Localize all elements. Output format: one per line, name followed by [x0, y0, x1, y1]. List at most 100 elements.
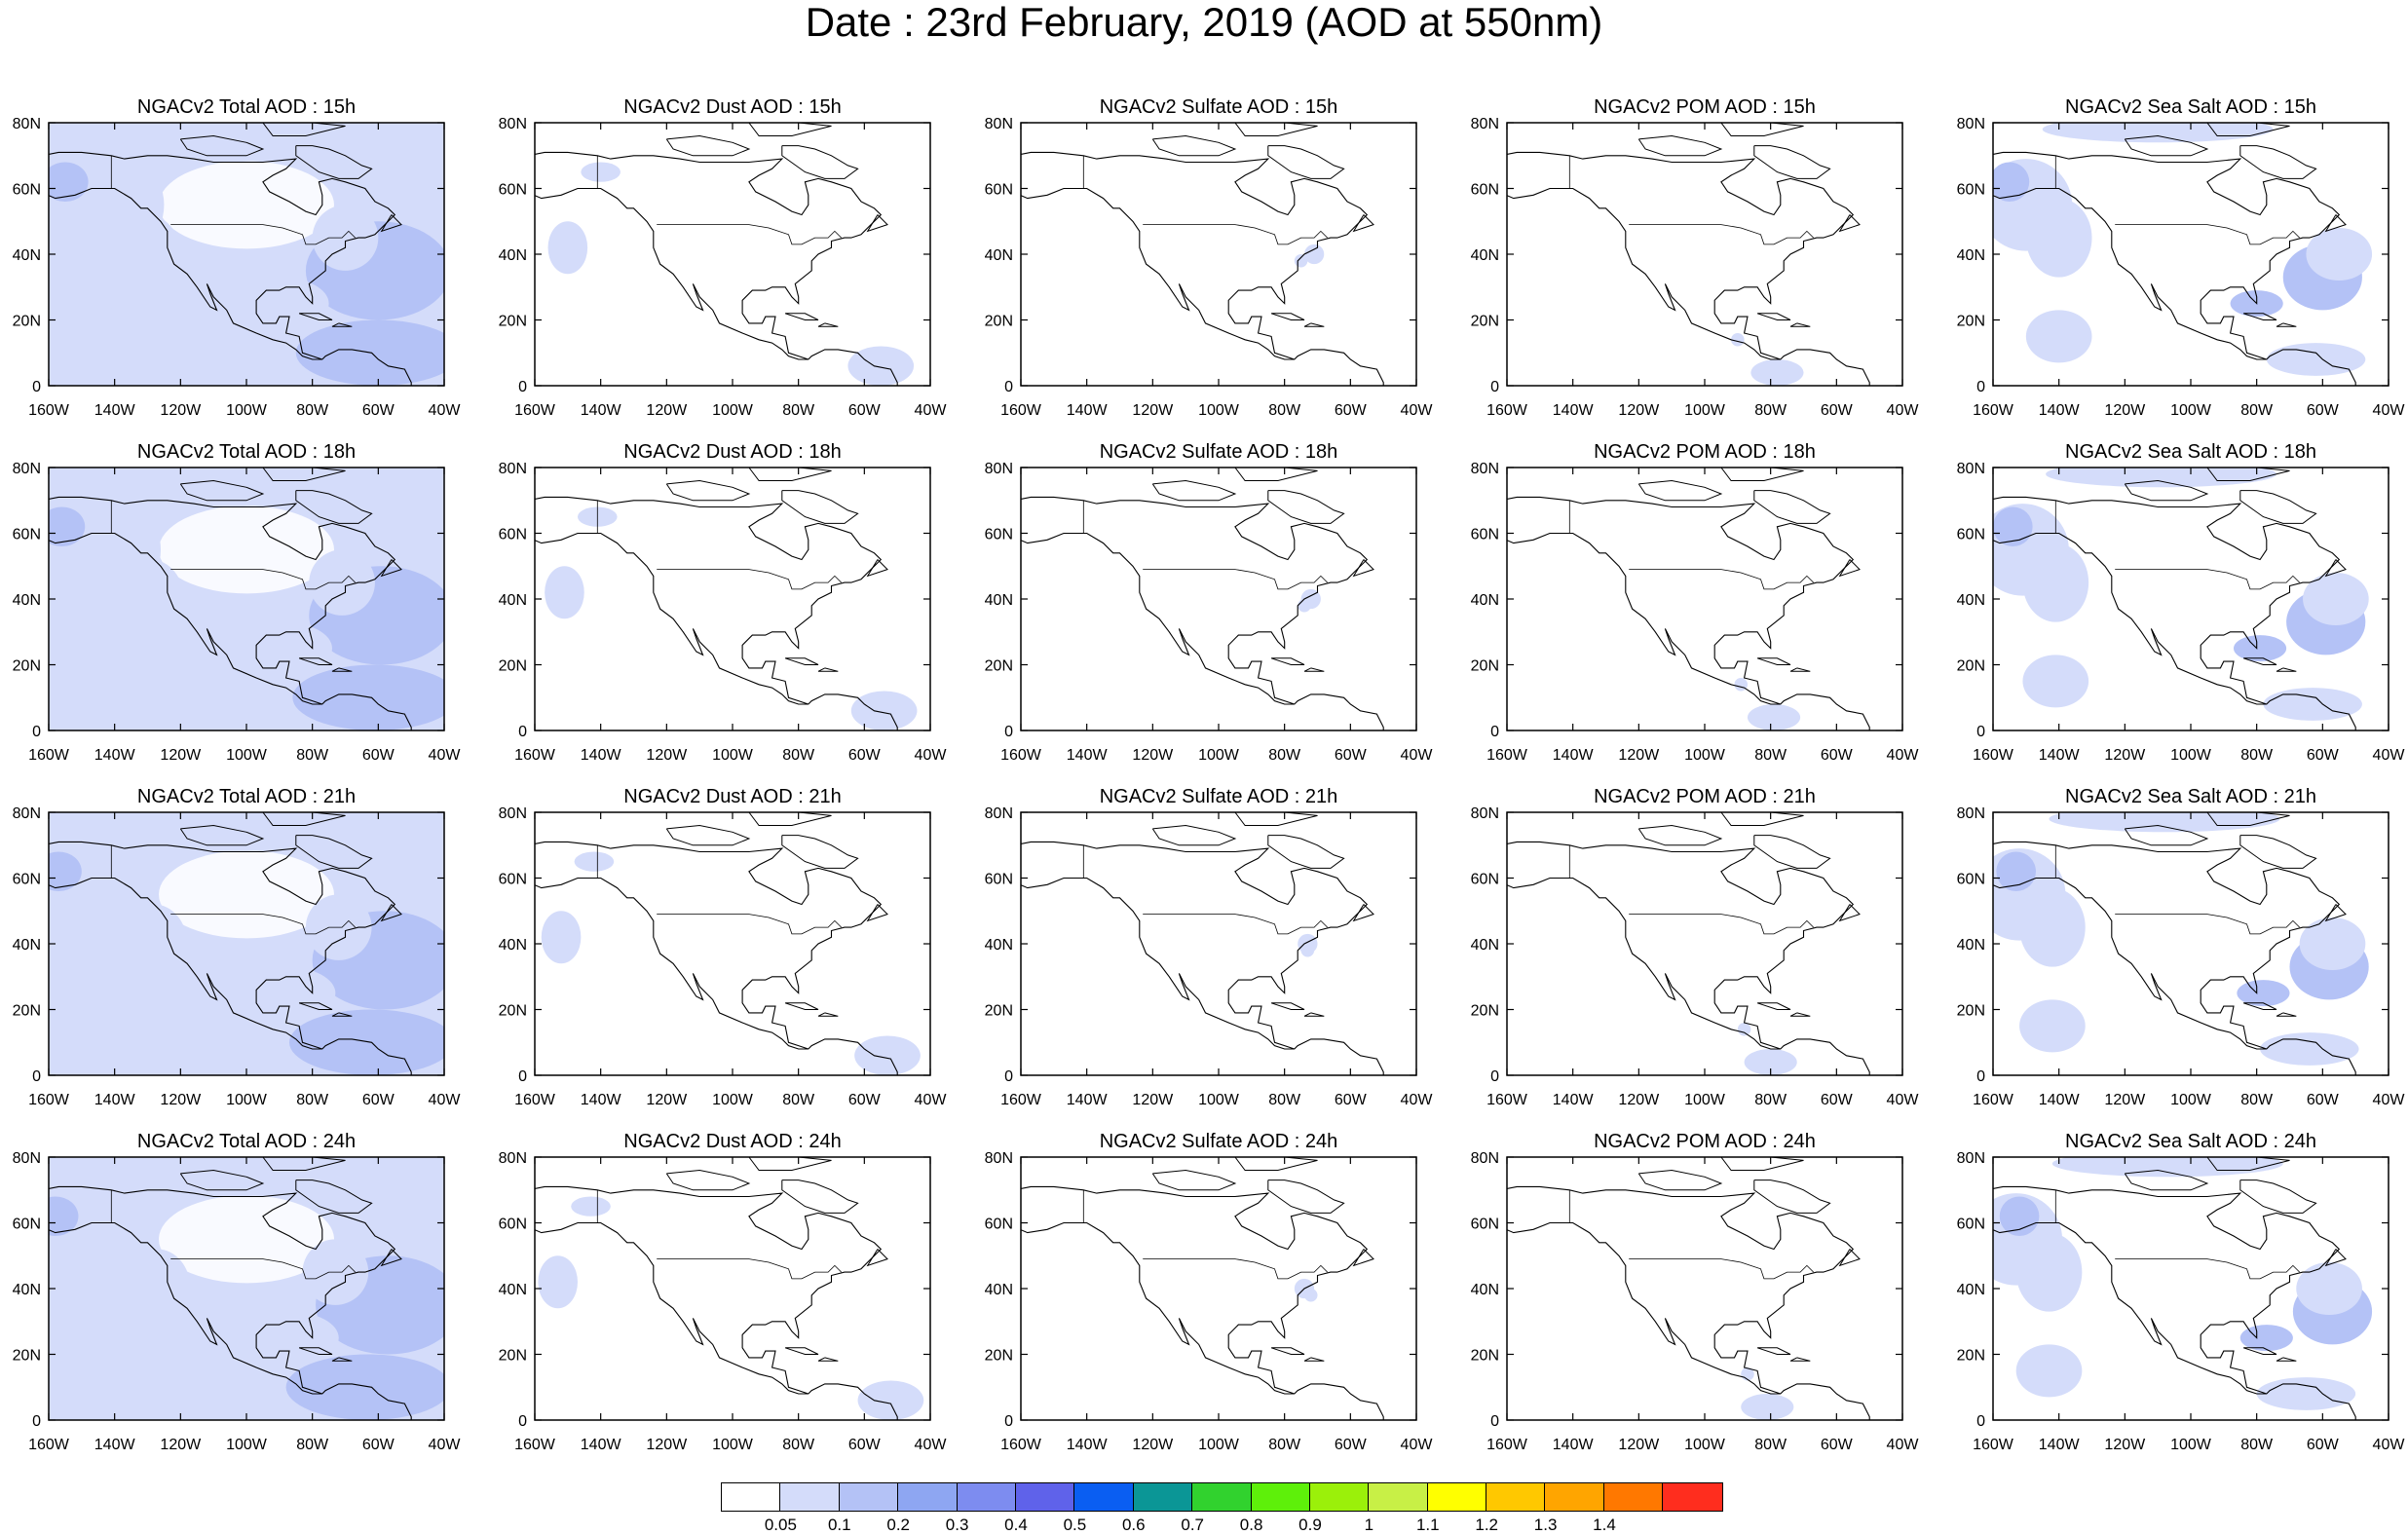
lon-tick-label: 40W [915, 402, 948, 419]
lon-tick-label: 60W [848, 1092, 882, 1108]
lon-tick-label: 40W [1401, 1092, 1434, 1108]
island-outline [1234, 468, 1318, 481]
island-outline [784, 1002, 819, 1010]
colorbar-swatch [1486, 1483, 1546, 1511]
island-outline [2206, 1157, 2290, 1171]
lon-tick-label: 160W [1973, 747, 2014, 764]
island-outline [2276, 322, 2297, 327]
island-outline [1267, 835, 1345, 869]
aod-area [92, 1157, 356, 1197]
lat-tick-label: 0 [32, 1068, 41, 1085]
lon-tick-label: 140W [1067, 1437, 1109, 1453]
island-outline [2239, 145, 2317, 179]
coastline [535, 877, 898, 1075]
island-outline [1352, 1249, 1374, 1267]
island-outline [781, 1179, 859, 1214]
island-outline [179, 479, 265, 502]
lon-tick-label: 80W [782, 747, 815, 764]
lon-tick-label: 120W [2104, 402, 2146, 419]
aod-area [1993, 506, 2033, 546]
island-outline [866, 559, 888, 578]
lon-tick-label: 80W [1268, 747, 1301, 764]
coastline [49, 1221, 412, 1420]
panel-title: NGACv2 Sulfate AOD : 21h [1100, 786, 1338, 807]
lat-tick-label: 0 [1004, 1068, 1013, 1085]
lon-tick-label: 40W [1887, 402, 1920, 419]
lon-tick-label: 120W [2104, 1092, 2146, 1108]
lat-tick-label: 0 [1490, 379, 1499, 395]
island-outline [298, 313, 333, 320]
island-outline [2124, 1169, 2209, 1191]
coastline [535, 841, 883, 1050]
lat-tick-label: 60N [1957, 1217, 1985, 1233]
aod-area [857, 1380, 924, 1420]
coastline [1021, 1185, 1369, 1395]
island-outline [1720, 1157, 1804, 1171]
island-outline [2124, 134, 2209, 157]
lat-tick-label: 80N [1957, 116, 1985, 132]
lon-tick-label: 100W [712, 1092, 754, 1108]
lat-tick-label: 40N [985, 247, 1013, 264]
colorbar-swatch [1074, 1483, 1134, 1511]
lat-tick-label: 80N [985, 116, 1013, 132]
lat-tick-label: 20N [499, 314, 527, 330]
aod-area [49, 851, 82, 891]
island-outline [665, 824, 751, 846]
aod-clear-area [159, 850, 334, 939]
colorbar-label: 0.05 [764, 1516, 797, 1534]
lon-tick-label: 100W [2170, 1437, 2212, 1453]
lon-tick-label: 160W [1486, 1092, 1528, 1108]
lon-tick-label: 140W [581, 747, 622, 764]
map-panel-seasalt-24: NGACv2 Sea Salt AOD : 24h 160W 140W 120W 100… [1957, 1131, 2406, 1453]
panel-title: NGACv2 Sea Salt AOD : 18h [2065, 441, 2316, 463]
lat-tick-label: 20N [1957, 658, 1985, 675]
island-outline [1270, 657, 1305, 665]
island-outline [295, 490, 373, 524]
lat-tick-label: 80N [1471, 116, 1499, 132]
aod-area [2015, 1344, 2083, 1398]
island-outline [817, 667, 839, 672]
country-border [2115, 224, 2300, 245]
lon-tick-label: 100W [2170, 402, 2212, 419]
island-outline [298, 657, 333, 665]
lat-tick-label: 20N [985, 658, 1013, 675]
map-panel-pom-24: NGACv2 POM AOD : 24h 160W 140W 120W 100W 80W 6… [1471, 1131, 1920, 1453]
island-outline [179, 1169, 265, 1191]
lon-tick-label: 40W [429, 747, 462, 764]
island-outline [262, 123, 346, 136]
lon-tick-label: 60W [362, 1437, 395, 1453]
coastline [1507, 532, 1870, 730]
coastline [1021, 496, 1369, 705]
colorbar-swatch [1309, 1483, 1370, 1511]
map-panel-total-24: NGACv2 Total AOD : 24h 160W 140W 120W 100W 80… [13, 1131, 462, 1453]
lon-tick-label: 80W [296, 1437, 329, 1453]
panel-title: NGACv2 Total AOD : 18h [137, 441, 356, 463]
lon-tick-label: 140W [581, 1092, 622, 1108]
lat-tick-label: 0 [1004, 379, 1013, 395]
aod-area [118, 559, 184, 639]
lon-tick-label: 160W [1000, 1437, 1042, 1453]
map-panel-sulfate-24: NGACv2 Sulfate AOD : 24h 160W 140W 120W 100W… [985, 1131, 1434, 1453]
lat-tick-label: 60N [499, 1217, 527, 1233]
lon-tick-label: 120W [646, 1092, 688, 1108]
island-outline [1838, 559, 1861, 578]
aod-area [2049, 812, 2280, 833]
lat-tick-label: 60N [1471, 182, 1499, 199]
island-outline [866, 904, 888, 922]
aod-area [124, 1249, 191, 1329]
lat-tick-label: 60N [985, 1217, 1013, 1233]
country-border [1143, 1258, 1328, 1280]
map-panel-dust-15: NGACv2 Dust AOD : 15h 160W 140W 120W 100W 80W… [499, 96, 948, 419]
lat-tick-label: 80N [985, 1150, 1013, 1167]
lon-tick-label: 140W [2039, 747, 2081, 764]
lon-tick-label: 40W [1401, 747, 1434, 764]
island-outline [748, 468, 832, 481]
colorbar-labels: 0.05 0.1 0.2 0.3 0.4 0.5 0.6 0.7 0.8 0.9 1 1.1 1.2 1.… [721, 1516, 1675, 1535]
map-panel-total-21: NGACv2 Total AOD : 21h 160W 140W 120W 100W 80… [13, 786, 462, 1108]
colorbar [721, 1482, 1723, 1512]
aod-area [1993, 162, 2030, 202]
lat-tick-label: 40N [1957, 1282, 1985, 1298]
aod-area [1999, 1196, 2040, 1236]
aod-area [2237, 980, 2290, 1007]
island-outline [817, 322, 839, 327]
